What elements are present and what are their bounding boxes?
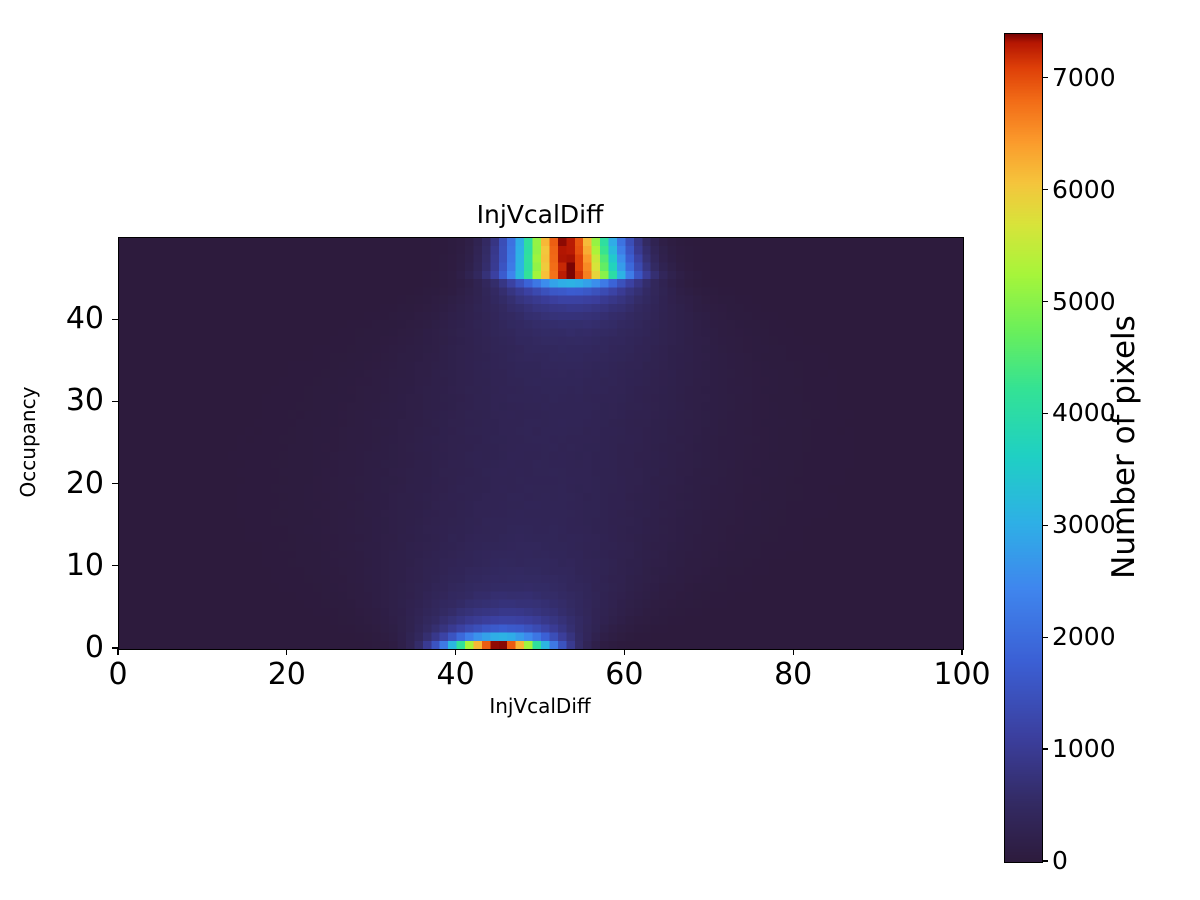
- y-tick-label: 30: [65, 383, 104, 419]
- x-tick-mark: [623, 649, 626, 655]
- x-tick-label: 80: [774, 657, 813, 692]
- x-tick-mark: [792, 649, 794, 655]
- colorbar-tick-mark: [1042, 636, 1048, 638]
- colorbar-tick-label: 3000: [1052, 510, 1116, 540]
- y-tick-label: 0: [84, 630, 104, 665]
- colorbar-tick-label: 6000: [1052, 174, 1116, 204]
- x-axis-label: InjVcalDiff: [489, 694, 591, 718]
- x-tick-mark: [454, 649, 457, 655]
- y-tick-mark: [112, 565, 118, 567]
- colorbar-tick-mark: [1042, 412, 1048, 415]
- y-tick-label: 20: [65, 465, 104, 501]
- colorbar-gradient: [1005, 34, 1042, 862]
- x-tick-mark: [961, 649, 963, 655]
- y-tick-mark: [112, 482, 118, 485]
- heatmap-axes: [118, 237, 964, 650]
- colorbar-tick-label: 5000: [1052, 286, 1116, 316]
- x-tick-label: 20: [267, 657, 306, 692]
- y-tick-mark: [112, 318, 118, 320]
- colorbar-label: Number of pixels: [1106, 315, 1142, 579]
- colorbar-tick-label: 0: [1052, 846, 1068, 875]
- colorbar-tick-label: 7000: [1052, 62, 1116, 92]
- colorbar: [1004, 33, 1043, 863]
- x-tick-label: 60: [605, 657, 644, 692]
- colorbar-tick-label: 2000: [1052, 622, 1116, 652]
- colorbar-tick-mark: [1042, 524, 1048, 526]
- colorbar-tick-mark: [1042, 860, 1048, 862]
- x-tick-mark: [117, 649, 119, 655]
- colorbar-tick-mark: [1042, 748, 1048, 750]
- y-axis-label: Occupancy: [16, 386, 40, 498]
- page-title: InjVcalDiff: [476, 200, 604, 229]
- x-tick-mark: [286, 649, 288, 655]
- x-tick-label: 100: [933, 657, 991, 692]
- x-tick-label: 40: [436, 657, 475, 692]
- y-tick-mark: [112, 647, 118, 649]
- y-tick-label: 10: [65, 547, 104, 583]
- y-tick-label: 40: [65, 301, 104, 337]
- colorbar-tick-mark: [1042, 77, 1048, 79]
- colorbar-tick-mark: [1042, 300, 1048, 303]
- y-tick-mark: [112, 400, 118, 403]
- colorbar-tick-label: 1000: [1052, 734, 1116, 764]
- heatmap-image: [119, 238, 963, 649]
- colorbar-tick-label: 4000: [1052, 398, 1116, 428]
- x-tick-label: 0: [108, 657, 128, 692]
- colorbar-tick-mark: [1042, 188, 1048, 191]
